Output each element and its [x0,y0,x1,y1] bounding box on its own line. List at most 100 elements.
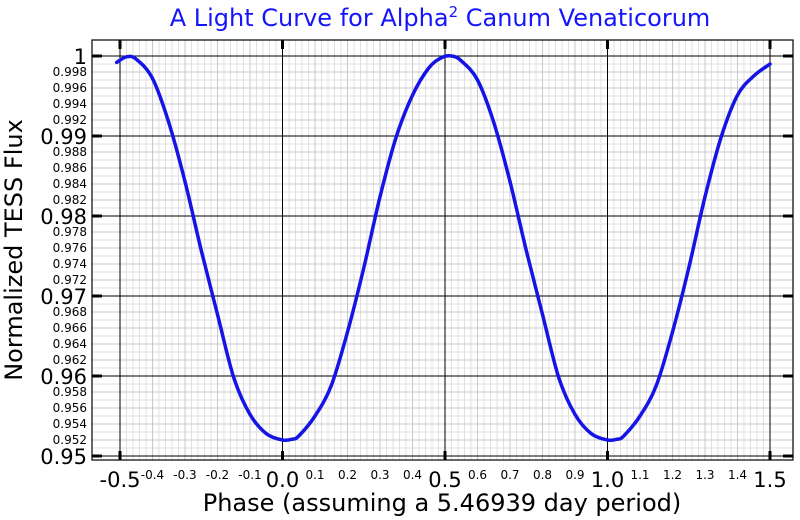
data-point [199,248,203,252]
data-point [167,120,171,124]
data-point [362,266,366,270]
data-point [615,437,619,441]
data-point [622,434,626,438]
x-tick-label: 0.4 [403,468,422,482]
y-tick-label: 0.978 [53,225,87,239]
x-tick-label: 0.2 [338,468,357,482]
x-tick-label: -0.4 [141,468,164,482]
data-point [719,135,723,139]
data-point [329,384,333,388]
x-tick-label: 0.5 [428,468,461,492]
x-tick-label: 0.9 [565,468,584,482]
y-tick-label: 0.972 [53,273,87,287]
y-tick-label: 0.994 [53,97,87,111]
data-point [378,195,382,199]
x-tick-label: -0.2 [206,468,229,482]
x-tick-label: 1.5 [753,468,786,492]
y-tick-label: 0.992 [53,113,87,127]
data-point [290,437,294,441]
x-tick-label: 1.0 [591,468,624,492]
data-point [313,414,317,418]
y-tick-label: 0.984 [53,177,87,191]
y-tick-label: 0.954 [53,417,87,431]
ticks: -0.5 0.0 0.5 1.0 1.5 -0.4 -0.3 -0.2 -0.1 0.1 0.2 0.… [40,40,793,492]
y-tick-label: 0.998 [53,65,87,79]
data-point [449,54,454,58]
y-tick-label: 0.968 [53,305,87,319]
data-point [638,414,642,418]
x-tick-label: 0.7 [500,468,519,482]
y-tick-label: 0.98 [40,205,87,229]
data-point [264,432,268,436]
plot-area [92,40,793,460]
data-point [134,57,138,61]
grid [92,40,793,460]
data-point [248,412,252,416]
plot-frame [91,39,794,461]
x-tick-label: -0.3 [173,468,196,482]
data-point [475,78,480,82]
data-point [183,180,187,184]
x-tick-label: 0.1 [305,468,324,482]
data-point [573,412,577,416]
y-tick-label: 0.952 [53,433,87,447]
y-tick-label: 0.988 [53,145,87,159]
y-tick-label: 0.956 [53,401,87,415]
data-point [752,74,756,78]
data-point [524,248,528,252]
data-point [703,195,707,199]
y-tick-label: 0.97 [40,285,87,309]
x-tick-label: 0.8 [533,468,552,482]
data-point [115,60,119,64]
y-tick-label: 1 [74,45,87,69]
data-point [459,59,463,63]
y-tick-label: 0.964 [53,337,87,351]
data-point [345,330,350,334]
x-tick-label: 0.6 [468,468,487,482]
data-point [150,76,155,80]
y-tick-label: 0.986 [53,161,87,175]
data-point [687,266,691,270]
data-point [540,312,545,316]
series [115,53,772,443]
x-tick-label: -0.1 [238,468,261,482]
y-tick-label: 0.982 [53,193,87,207]
y-axis-label: Normalized TESS Flux [0,119,28,381]
data-point [427,66,431,70]
y-tick-label: 0.962 [53,353,87,367]
data-point [215,312,220,316]
data-point [492,120,496,124]
x-tick-label: 1.2 [663,468,682,482]
data-point [735,93,740,97]
x-tick-label: -0.5 [100,468,141,492]
x-tick-label: 0.0 [266,468,299,492]
data-point [605,438,610,442]
data-point [557,376,561,380]
data-point [280,438,285,442]
y-tick-label: 0.996 [53,81,87,95]
y-tick-label: 0.96 [40,365,87,389]
x-axis-label: Phase (assuming a 5.46939 day period) [203,489,682,517]
y-tick-label: 0.966 [53,321,87,335]
x-tick-label: 1.3 [695,468,714,482]
x-tick-label: 1.1 [630,468,649,482]
data-point [670,330,675,334]
chart-title: A Light Curve for Alpha2 Canum Venaticor… [170,3,711,32]
y-tick-label: 0.99 [40,125,87,149]
data-point [654,384,658,388]
y-tick-label: 0.974 [53,257,87,271]
y-tick-label: 0.976 [53,241,87,255]
x-tick-label: 1.4 [728,468,747,482]
data-point [410,93,415,97]
data-point [589,432,593,436]
data-point [297,434,301,438]
data-point [124,55,129,59]
data-point [394,135,398,139]
y-tick-label: 0.95 [40,445,87,469]
y-tick-label: 0.958 [53,385,87,399]
x-tick-label: 0.3 [370,468,389,482]
data-point [768,62,772,66]
data-point [440,56,444,60]
data-point [232,376,236,380]
